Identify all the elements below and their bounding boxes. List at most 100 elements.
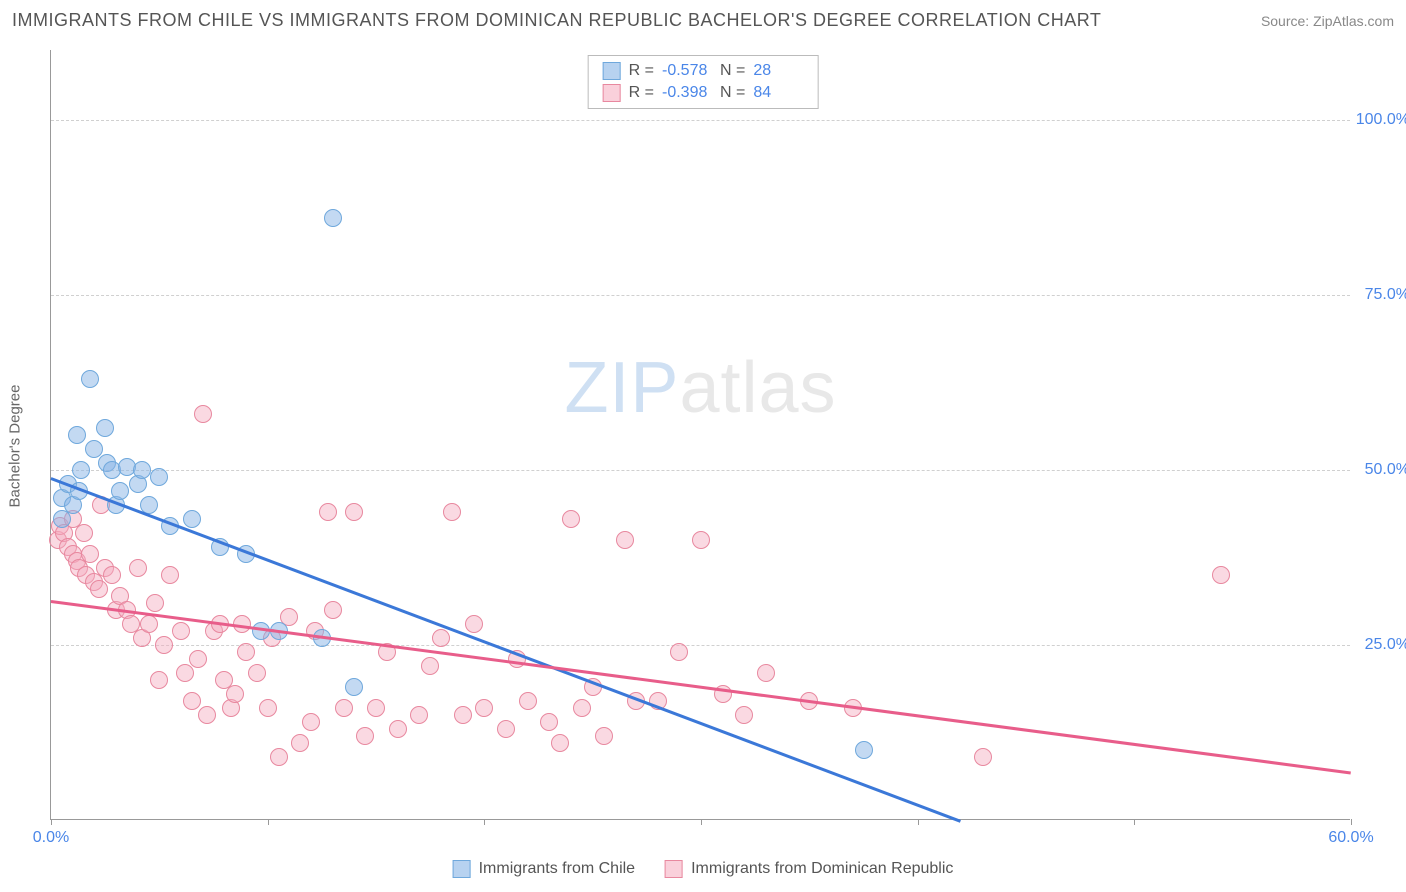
scatter-point xyxy=(248,664,266,682)
scatter-point xyxy=(194,405,212,423)
scatter-point xyxy=(475,699,493,717)
x-tick xyxy=(484,819,485,825)
scatter-point xyxy=(497,720,515,738)
legend-label-chile: Immigrants from Chile xyxy=(479,860,635,878)
scatter-point xyxy=(855,741,873,759)
scatter-point xyxy=(155,636,173,654)
scatter-point xyxy=(270,748,288,766)
scatter-point xyxy=(345,503,363,521)
x-tick-label: 0.0% xyxy=(33,829,69,847)
gridline xyxy=(51,470,1350,471)
scatter-point xyxy=(410,706,428,724)
legend-item-dr: Immigrants from Dominican Republic xyxy=(665,860,953,878)
scatter-point xyxy=(176,664,194,682)
y-tick-label: 100.0% xyxy=(1355,111,1406,129)
x-tick xyxy=(918,819,919,825)
scatter-point xyxy=(103,566,121,584)
scatter-point xyxy=(150,671,168,689)
scatter-point xyxy=(146,594,164,612)
y-tick-label: 50.0% xyxy=(1355,461,1406,479)
scatter-point xyxy=(161,566,179,584)
r-label-2: R = xyxy=(629,84,654,102)
scatter-point xyxy=(1212,566,1230,584)
x-tick xyxy=(268,819,269,825)
scatter-point xyxy=(735,706,753,724)
x-tick xyxy=(1134,819,1135,825)
scatter-point xyxy=(129,559,147,577)
scatter-point xyxy=(540,713,558,731)
scatter-point xyxy=(324,601,342,619)
scatter-point xyxy=(551,734,569,752)
scatter-point xyxy=(465,615,483,633)
scatter-point xyxy=(443,503,461,521)
scatter-point xyxy=(96,419,114,437)
scatter-point xyxy=(150,468,168,486)
scatter-point xyxy=(237,643,255,661)
scatter-point xyxy=(75,524,93,542)
y-tick-label: 25.0% xyxy=(1355,636,1406,654)
trendline xyxy=(51,477,962,822)
watermark-zip: ZIP xyxy=(564,348,679,428)
scatter-point xyxy=(345,678,363,696)
scatter-point xyxy=(421,657,439,675)
scatter-point xyxy=(183,692,201,710)
scatter-point xyxy=(189,650,207,668)
x-tick xyxy=(701,819,702,825)
watermark: ZIPatlas xyxy=(564,347,836,429)
scatter-point xyxy=(319,503,337,521)
watermark-atlas: atlas xyxy=(679,348,836,428)
scatter-point xyxy=(670,643,688,661)
scatter-point xyxy=(140,615,158,633)
legend-stats-row-dr: R = -0.398 N = 84 xyxy=(603,82,804,104)
scatter-point xyxy=(259,699,277,717)
swatch-blue-icon xyxy=(603,62,621,80)
gridline xyxy=(51,120,1350,121)
scatter-point xyxy=(595,727,613,745)
x-tick-label: 60.0% xyxy=(1328,829,1373,847)
scatter-point xyxy=(367,699,385,717)
scatter-point xyxy=(454,706,472,724)
legend-series: Immigrants from Chile Immigrants from Do… xyxy=(453,860,954,878)
source-attribution: Source: ZipAtlas.com xyxy=(1261,13,1394,29)
scatter-point xyxy=(335,699,353,717)
swatch-pink-icon xyxy=(665,860,683,878)
title-bar: IMMIGRANTS FROM CHILE VS IMMIGRANTS FROM… xyxy=(12,10,1394,31)
trendline xyxy=(51,600,1351,774)
n-value-chile: 28 xyxy=(753,62,803,80)
scatter-point xyxy=(356,727,374,745)
swatch-pink-icon xyxy=(603,84,621,102)
scatter-point xyxy=(111,482,129,500)
y-axis-label: Bachelor's Degree xyxy=(7,385,24,508)
scatter-point xyxy=(519,692,537,710)
scatter-point xyxy=(302,713,320,731)
chart-title: IMMIGRANTS FROM CHILE VS IMMIGRANTS FROM… xyxy=(12,10,1101,31)
r-value-chile: -0.578 xyxy=(662,62,712,80)
scatter-point xyxy=(562,510,580,528)
scatter-point xyxy=(172,622,190,640)
y-tick-label: 75.0% xyxy=(1355,286,1406,304)
scatter-point xyxy=(68,426,86,444)
scatter-point xyxy=(616,531,634,549)
legend-label-dr: Immigrants from Dominican Republic xyxy=(691,860,953,878)
r-value-dr: -0.398 xyxy=(662,84,712,102)
scatter-point xyxy=(90,580,108,598)
scatter-point xyxy=(81,545,99,563)
legend-item-chile: Immigrants from Chile xyxy=(453,860,635,878)
plot-area: ZIPatlas 25.0%50.0%75.0%100.0%0.0%60.0% xyxy=(50,50,1350,820)
scatter-point xyxy=(974,748,992,766)
scatter-point xyxy=(432,629,450,647)
legend-stats: R = -0.578 N = 28 R = -0.398 N = 84 xyxy=(588,55,819,109)
swatch-blue-icon xyxy=(453,860,471,878)
scatter-point xyxy=(692,531,710,549)
n-value-dr: 84 xyxy=(753,84,803,102)
scatter-point xyxy=(291,734,309,752)
x-tick xyxy=(1351,819,1352,825)
scatter-point xyxy=(573,699,591,717)
scatter-point xyxy=(324,209,342,227)
scatter-point xyxy=(389,720,407,738)
scatter-point xyxy=(133,461,151,479)
scatter-point xyxy=(226,685,244,703)
scatter-point xyxy=(81,370,99,388)
legend-stats-row-chile: R = -0.578 N = 28 xyxy=(603,60,804,82)
x-tick xyxy=(51,819,52,825)
